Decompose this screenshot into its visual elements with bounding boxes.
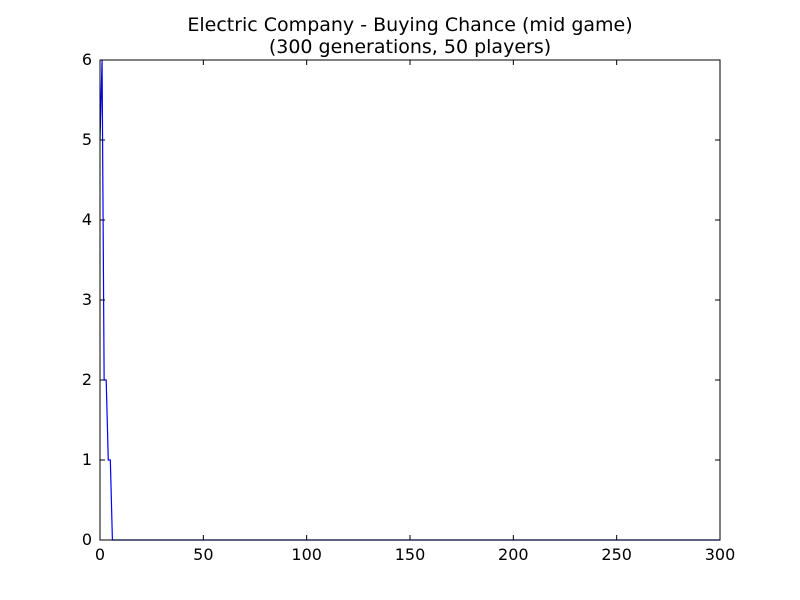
y-tick-label-3: 3 [82,290,92,309]
y-tick-label-5: 5 [82,130,92,149]
x-tick-label-1: 50 [193,545,213,564]
plot-area [100,60,720,540]
chart-title-line-2: (300 generations, 50 players) [269,36,551,58]
axes-layer: 0 50 100 150 200 250 300 0 1 2 3 4 5 6 [82,50,735,564]
x-tick-label-0: 0 [95,545,105,564]
x-tick-label-2: 100 [291,545,322,564]
y-tick-label-0: 0 [82,530,92,549]
x-tick-label-4: 200 [498,545,529,564]
plot-background [100,60,720,540]
series-layer [99,59,720,541]
x-tick-label-3: 150 [395,545,426,564]
y-tick-label-6: 6 [82,50,92,69]
y-tick-label-1: 1 [82,450,92,469]
y-tick-label-4: 4 [82,210,92,229]
x-tick-label-5: 250 [601,545,632,564]
y-tick-label-2: 2 [82,370,92,389]
chart-title-line-1: Electric Company - Buying Chance (mid ga… [187,14,632,36]
series-line-0 [99,59,720,541]
x-tick-label-6: 300 [705,545,736,564]
